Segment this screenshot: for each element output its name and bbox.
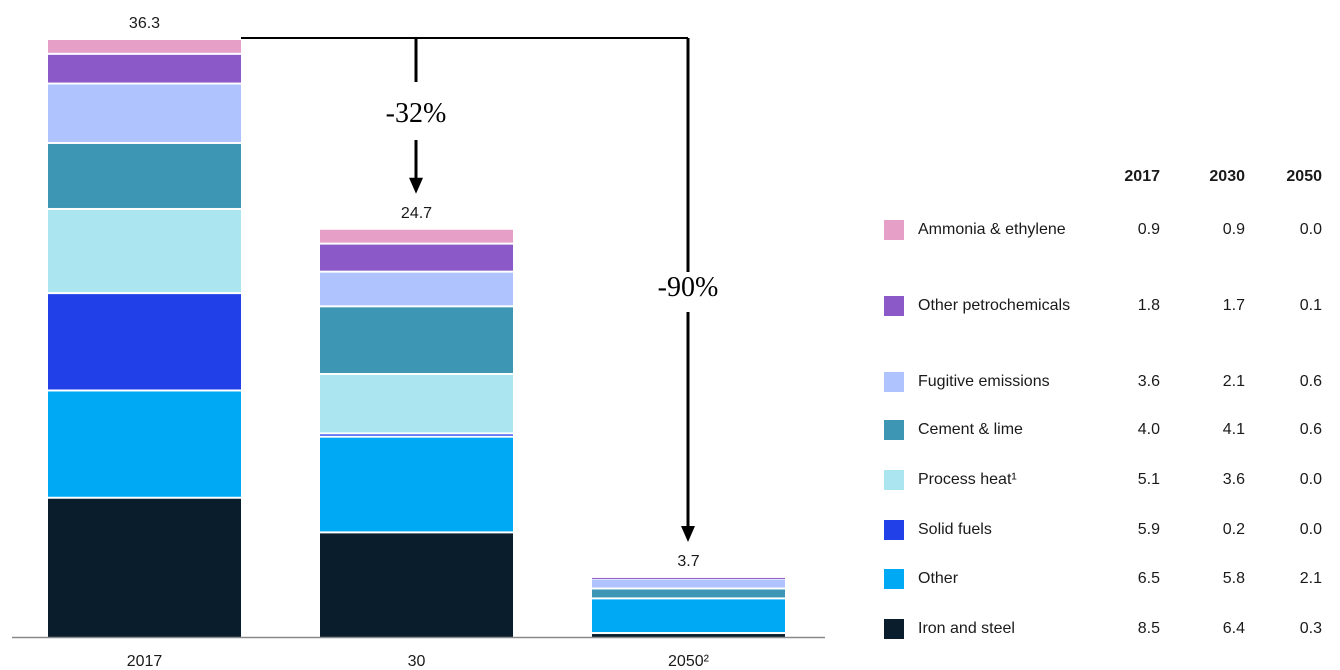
- bar-segment-cement-lime: [320, 307, 513, 373]
- bar-total-label: 3.7: [677, 553, 699, 570]
- legend-label: Ammonia & ethylene: [918, 221, 1066, 238]
- legend-label: Iron and steel: [918, 620, 1015, 637]
- legend-swatch: [884, 220, 904, 240]
- legend-swatch: [884, 569, 904, 589]
- legend-header-2017: 2017: [1124, 168, 1160, 185]
- bar-segment-fugitive-emissions: [320, 272, 513, 306]
- legend-label: Other: [918, 570, 959, 587]
- legend-label: Solid fuels: [918, 521, 992, 538]
- legend-swatch: [884, 470, 904, 490]
- legend-header-2030: 2030: [1209, 168, 1245, 185]
- legend-value-2050: 0.0: [1299, 221, 1322, 238]
- legend-value-2030: 6.4: [1222, 620, 1245, 637]
- legend-value-2030: 0.9: [1222, 221, 1245, 238]
- bar-segment-iron-and-steel: [592, 634, 785, 637]
- legend-value-2050: 0.1: [1299, 297, 1322, 314]
- legend-value-2050: 0.3: [1299, 620, 1322, 637]
- legend-swatch: [884, 372, 904, 392]
- legend-value-2030: 3.6: [1222, 471, 1245, 488]
- legend-value-2017: 5.1: [1137, 471, 1160, 488]
- change-percent-label: -32%: [386, 98, 447, 129]
- bar-segment-cement-lime: [48, 143, 241, 208]
- arrow-head: [681, 525, 695, 542]
- legend-label: Process heat¹: [918, 471, 1017, 488]
- legend-value-2050: 2.1: [1299, 570, 1322, 587]
- stacked-bar-chart: 36.3 24.7 3.7 -32% -90% 2017 30 2050²: [12, 15, 825, 670]
- annotations-group: -32% -90%: [241, 37, 719, 542]
- legend-value-2017: 3.6: [1137, 373, 1160, 390]
- bar-segment-iron-and-steel: [48, 498, 241, 637]
- legend-swatch: [884, 619, 904, 639]
- bar-total-label: 24.7: [401, 205, 432, 222]
- legend-label: Fugitive emissions: [918, 373, 1050, 390]
- x-tick-labels: 2017 30 2050²: [127, 653, 710, 670]
- legend-label: Cement & lime: [918, 421, 1023, 438]
- bar-segment-cement-lime: [592, 589, 785, 598]
- legend-value-2050: 0.0: [1299, 471, 1322, 488]
- legend-value-2017: 8.5: [1137, 620, 1160, 637]
- legend-value-2030: 1.7: [1222, 297, 1245, 314]
- bar-segment-fugitive-emissions: [592, 579, 785, 588]
- legend-row-process-heat: Process heat¹ 5.1 3.6 0.0: [880, 468, 1330, 508]
- bar-segment-other: [320, 437, 513, 532]
- bar-segment-other: [592, 599, 785, 633]
- legend-row-other: Other 6.5 5.8 2.1: [880, 567, 1330, 607]
- bar-segment-iron-and-steel: [320, 533, 513, 637]
- legend-value-2050: 0.6: [1299, 421, 1322, 438]
- legend-row-ammonia-ethylene: Ammonia & ethylene 0.9 0.9 0.0: [880, 218, 1330, 258]
- legend-swatch: [884, 420, 904, 440]
- bar-segment-ammonia-ethylene: [320, 229, 513, 243]
- legend-row-iron-and-steel: Iron and steel 8.5 6.4 0.3: [880, 617, 1330, 657]
- legend-value-2017: 4.0: [1137, 421, 1160, 438]
- legend-value-2030: 4.1: [1222, 421, 1245, 438]
- bar-segment-fugitive-emissions: [48, 84, 241, 142]
- legend-table: 2017 2030 2050 Ammonia & ethylene 0.9 0.…: [880, 0, 1330, 670]
- legend-value-2017: 0.9: [1137, 221, 1160, 238]
- legend-value-2030: 0.2: [1222, 521, 1245, 538]
- legend-value-2050: 0.0: [1299, 521, 1322, 538]
- legend-value-2017: 5.9: [1137, 521, 1160, 538]
- bar-segment-solid-fuels: [320, 434, 513, 436]
- legend-swatch: [884, 296, 904, 316]
- bar-segment-other-petrochemicals: [320, 244, 513, 271]
- bar-segment-process-heat: [48, 209, 241, 293]
- legend-value-2017: 6.5: [1137, 570, 1160, 587]
- legend-header-2050: 2050: [1286, 168, 1322, 185]
- bar-total-label: 36.3: [129, 15, 160, 32]
- legend-value-2050: 0.6: [1299, 373, 1322, 390]
- legend-swatch: [884, 520, 904, 540]
- bar-segment-process-heat: [320, 374, 513, 433]
- legend-value-2017: 1.8: [1137, 297, 1160, 314]
- x-tick-label: 2050²: [668, 653, 710, 670]
- legend-row-fugitive-emissions: Fugitive emissions 3.6 2.1 0.6: [880, 370, 1330, 410]
- x-tick-label: 30: [408, 653, 426, 670]
- legend-row-other-petrochemicals: Other petrochemicals 1.8 1.7 0.1: [880, 294, 1330, 334]
- x-tick-label: 2017: [127, 653, 163, 670]
- legend-row-cement-lime: Cement & lime 4.0 4.1 0.6: [880, 418, 1330, 458]
- legend-row-solid-fuels: Solid fuels 5.9 0.2 0.0: [880, 518, 1330, 558]
- bar-segment-other: [48, 391, 241, 497]
- bar-segment-solid-fuels: [48, 294, 241, 390]
- bars-group: 36.3 24.7 3.7: [48, 15, 785, 637]
- bar-segment-other-petrochemicals: [592, 577, 785, 579]
- legend-value-2030: 5.8: [1222, 570, 1245, 587]
- bar-segment-ammonia-ethylene: [48, 40, 241, 53]
- bar-segment-other-petrochemicals: [48, 54, 241, 83]
- legend-value-2030: 2.1: [1222, 373, 1245, 390]
- arrow-head: [409, 177, 423, 194]
- change-percent-label: -90%: [658, 272, 719, 303]
- legend-label: Other petrochemicals: [918, 297, 1071, 314]
